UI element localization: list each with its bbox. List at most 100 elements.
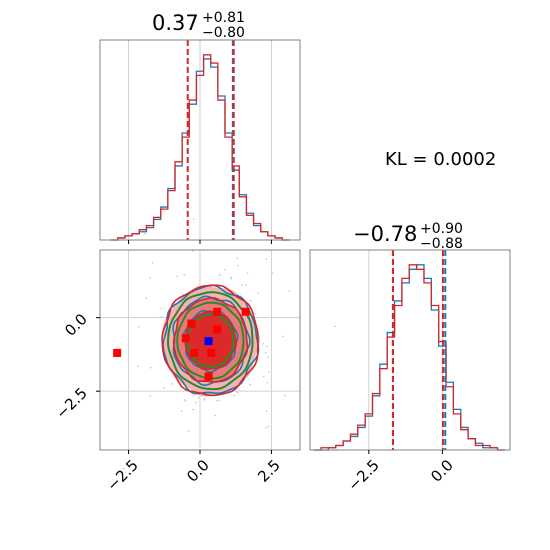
- marginal-y-histogram: [309, 249, 511, 454]
- right-title-main: −0.78: [353, 222, 417, 246]
- scatter-point: [230, 276, 233, 278]
- scatter-point: [160, 316, 162, 318]
- scatter-point: [152, 262, 154, 264]
- scatter-point: [334, 325, 336, 328]
- scatter-point: [170, 383, 173, 385]
- scatter-point: [288, 290, 291, 293]
- kl-annotation: KL = 0.0002: [385, 149, 496, 170]
- point-marker-red: [213, 325, 222, 334]
- scatter-point: [195, 401, 197, 404]
- scatter-point: [230, 277, 233, 280]
- scatter-point: [265, 426, 267, 429]
- scatter-point: [283, 394, 286, 397]
- x-tick-labels-right: −2.5 0.0: [344, 456, 456, 494]
- scatter-point: [218, 399, 221, 401]
- scatter-point: [233, 394, 236, 397]
- y-tick-label: −2.5: [52, 384, 90, 422]
- scatter-point: [176, 275, 178, 278]
- scatter-point: [266, 345, 268, 347]
- scatter-point: [216, 399, 219, 402]
- scatter-point: [123, 467, 125, 470]
- scatter-point: [267, 425, 270, 428]
- scatter-point: [193, 218, 195, 221]
- marginal-x-histogram: [99, 39, 301, 244]
- scatter-point: [149, 277, 152, 279]
- histogram-step: [313, 264, 505, 451]
- contour-line-green: [166, 291, 254, 391]
- right-title-minus: −0.88: [420, 236, 463, 252]
- scatter-point: [262, 375, 265, 378]
- scatter-point: [160, 307, 163, 310]
- x-tick-label: 0.0: [427, 456, 457, 486]
- scatter-point: [241, 284, 244, 286]
- contour-line-blue: [172, 295, 251, 387]
- contour-line-green: [176, 301, 245, 380]
- scatter-point: [183, 399, 186, 401]
- point-marker-red: [213, 307, 222, 316]
- scatter-point: [236, 391, 239, 394]
- x-tick-label: −2.5: [103, 456, 141, 494]
- scatter-point: [250, 300, 252, 302]
- contour-line-red: [172, 297, 249, 383]
- y-tick-label: 0.0: [61, 310, 91, 340]
- scatter-point: [265, 258, 268, 261]
- point-marker-red: [181, 334, 190, 343]
- scatter-point: [245, 284, 248, 286]
- scatter-point: [271, 272, 274, 274]
- scatter-point: [163, 387, 165, 390]
- scatter-point: [137, 325, 140, 328]
- x-tick-label: −2.5: [344, 456, 382, 494]
- scatter-point: [214, 414, 216, 417]
- scatter-point: [249, 383, 251, 386]
- scatter-point: [262, 343, 264, 345]
- scatter-point: [224, 268, 227, 271]
- x-tick-label: 0.0: [183, 456, 213, 486]
- right-title-plus: +0.90: [420, 221, 463, 237]
- scatter-point: [145, 297, 148, 299]
- scatter-point: [268, 371, 270, 374]
- scatter-point: [236, 257, 239, 259]
- scatter-point: [187, 430, 190, 432]
- point-marker-red: [187, 319, 196, 328]
- histogram-step: [313, 264, 505, 451]
- point-marker-red: [190, 348, 199, 357]
- scatter-point: [265, 410, 268, 413]
- scatter-point: [197, 396, 200, 399]
- scatter-point: [237, 264, 239, 267]
- scatter-point: [180, 410, 183, 413]
- top-title-plus: +0.81: [202, 10, 245, 26]
- scatter-point: [246, 272, 249, 275]
- right-title: −0.78 +0.90 −0.88: [353, 221, 463, 252]
- scatter-point: [218, 274, 221, 276]
- point-marker-red: [207, 348, 216, 357]
- x-tick-label: 2.5: [254, 456, 284, 486]
- scatter-point: [181, 293, 184, 295]
- point-marker-red: [113, 348, 122, 357]
- joint-contour-panel: [96, 218, 336, 470]
- histogram-step: [110, 58, 290, 241]
- scatter-point: [185, 400, 187, 402]
- scatter-point: [264, 351, 267, 354]
- scatter-point: [282, 335, 285, 338]
- scatter-point: [149, 366, 152, 369]
- top-title-main: 0.37: [152, 11, 199, 35]
- scatter-point: [192, 408, 194, 411]
- scatter-point: [257, 292, 259, 294]
- axes-frame: [309, 249, 511, 451]
- top-title: 0.37 +0.81 −0.80: [152, 10, 245, 41]
- scatter-point: [267, 356, 269, 359]
- point-marker-blue: [204, 337, 213, 346]
- x-tick-labels-joint: −2.5 0.0 2.5: [103, 456, 283, 494]
- scatter-point: [254, 313, 257, 316]
- contour-line-red: [161, 284, 259, 397]
- top-title-minus: −0.80: [202, 25, 245, 41]
- scatter-point: [143, 232, 146, 235]
- y-tick-labels-joint: 0.0 −2.5: [52, 310, 90, 422]
- scatter-point: [203, 399, 205, 401]
- scatter-point: [266, 381, 268, 384]
- point-marker-red: [241, 307, 250, 316]
- scatter-point: [136, 365, 139, 368]
- scatter-point: [149, 395, 152, 397]
- scatter-point: [183, 273, 186, 276]
